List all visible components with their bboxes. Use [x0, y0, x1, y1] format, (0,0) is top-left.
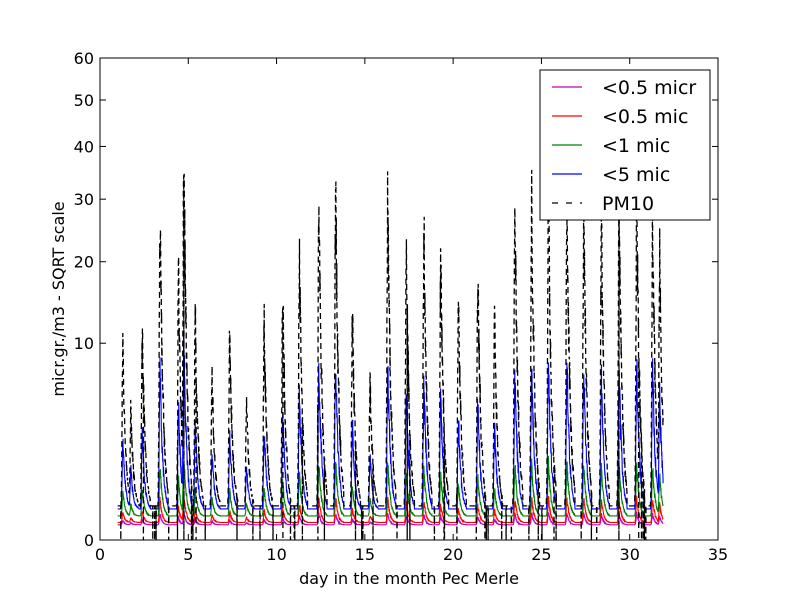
series-line-1	[117, 494, 664, 524]
legend-entry: <0.5 micr	[602, 77, 696, 99]
y-tick-label: 10	[74, 334, 94, 353]
x-tick-label: 0	[95, 545, 105, 564]
x-tick-label: 20	[443, 545, 463, 564]
x-tick-label: 25	[531, 545, 551, 564]
x-tick-label: 30	[620, 545, 640, 564]
x-axis-label: day in the month Pec Merle	[299, 569, 519, 588]
x-tick-label: 35	[708, 545, 728, 564]
y-tick-label: 30	[74, 190, 94, 209]
legend: <0.5 micr <0.5 mic <1 mic <5 mic PM10	[539, 69, 711, 221]
x-tick-label: 10	[266, 545, 286, 564]
y-tick-label: 60	[74, 49, 94, 68]
series-line-0	[117, 510, 664, 526]
series-line-2	[117, 455, 664, 517]
x-tick-label: 5	[183, 545, 193, 564]
legend-entry: <0.5 mic	[602, 106, 688, 128]
series-line-3	[117, 330, 664, 510]
legend-entry: PM10	[602, 193, 654, 215]
y-axis-label: micr.gr./m3 - SQRT scale	[49, 201, 68, 396]
y-tick-label: 40	[74, 137, 94, 156]
legend-entry: <1 mic	[602, 135, 670, 157]
ticks-layer: 0 5 10 15 20 25 30 35 0 10 20 30 40 50 60	[74, 49, 729, 564]
y-tick-label: 50	[74, 91, 94, 110]
plot-frame	[99, 57, 719, 541]
legend-entry: <5 mic	[602, 164, 670, 186]
x-tick-label: 15	[355, 545, 375, 564]
y-tick-label: 20	[74, 253, 94, 272]
series-line-4	[117, 169, 664, 541]
y-tick-label: 0	[84, 531, 94, 550]
series-layer	[117, 169, 664, 541]
